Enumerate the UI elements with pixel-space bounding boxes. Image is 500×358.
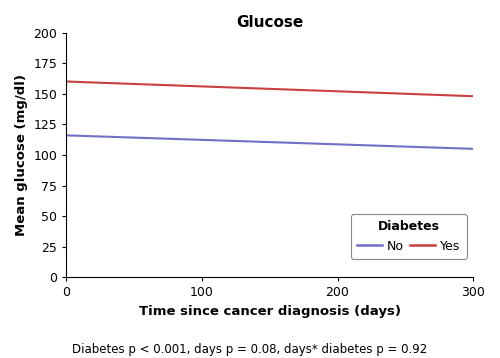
Text: Diabetes p < 0.001, days p = 0.08, days* diabetes p = 0.92: Diabetes p < 0.001, days p = 0.08, days*…	[72, 343, 428, 356]
Y-axis label: Mean glucose (mg/dl): Mean glucose (mg/dl)	[15, 74, 28, 236]
X-axis label: Time since cancer diagnosis (days): Time since cancer diagnosis (days)	[139, 305, 401, 318]
Legend: No, Yes: No, Yes	[351, 214, 467, 259]
Title: Glucose: Glucose	[236, 15, 304, 30]
